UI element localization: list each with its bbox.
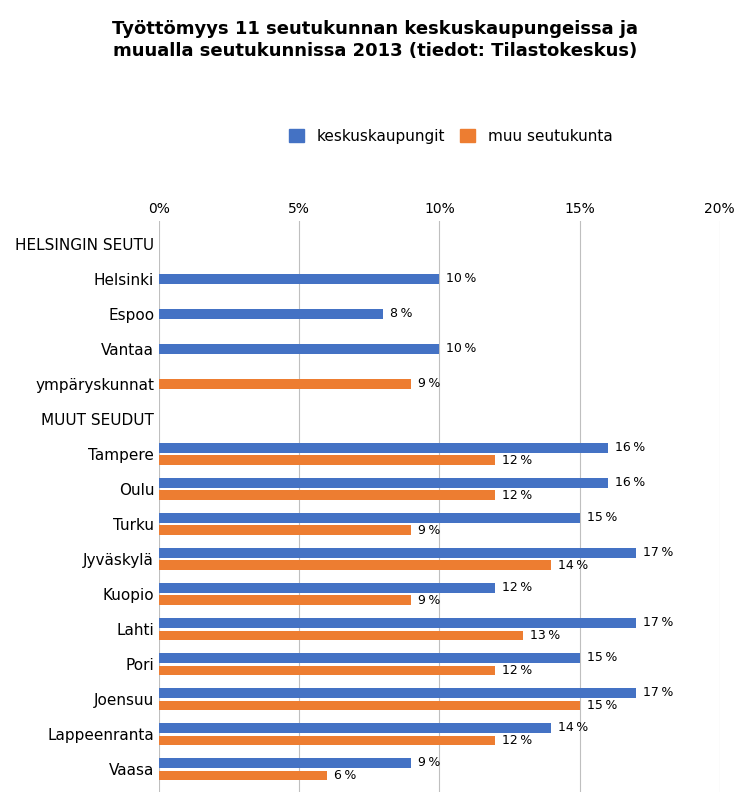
Bar <box>159 512 580 523</box>
Text: 12 %: 12 % <box>503 734 532 747</box>
Bar <box>159 525 411 535</box>
Bar <box>159 583 496 592</box>
Text: 16 %: 16 % <box>614 476 645 489</box>
Text: 14 %: 14 % <box>559 559 589 572</box>
Bar <box>159 274 440 284</box>
Text: 16 %: 16 % <box>614 441 645 454</box>
Text: 13 %: 13 % <box>530 629 561 642</box>
Bar <box>159 596 411 605</box>
Text: 17 %: 17 % <box>643 546 673 559</box>
Bar <box>159 309 383 319</box>
Text: 15 %: 15 % <box>586 699 617 712</box>
Text: 9 %: 9 % <box>419 756 441 769</box>
Text: 12 %: 12 % <box>503 581 532 594</box>
Text: 17 %: 17 % <box>643 687 673 700</box>
Bar <box>159 653 580 663</box>
Text: 12 %: 12 % <box>503 664 532 677</box>
Text: 9 %: 9 % <box>419 524 441 537</box>
Text: 10 %: 10 % <box>446 272 477 286</box>
Text: muualla seutukunnissa 2013 (tiedot: Tilastokeskus): muualla seutukunnissa 2013 (tiedot: Tila… <box>112 42 637 60</box>
Bar <box>159 771 327 780</box>
Text: 14 %: 14 % <box>559 721 589 734</box>
Text: 15 %: 15 % <box>586 651 617 664</box>
Bar <box>159 344 440 353</box>
Bar <box>159 666 496 675</box>
Bar <box>159 688 635 698</box>
Bar <box>159 723 551 733</box>
Bar <box>159 700 580 710</box>
Bar <box>159 478 608 487</box>
Bar <box>159 736 496 746</box>
Bar <box>159 548 635 558</box>
Text: 9 %: 9 % <box>419 594 441 607</box>
Text: Työttömyys 11 seutukunnan keskuskaupungeissa ja: Työttömyys 11 seutukunnan keskuskaupunge… <box>112 20 638 38</box>
Text: 10 %: 10 % <box>446 342 477 355</box>
Text: 6 %: 6 % <box>334 769 356 782</box>
Text: 9 %: 9 % <box>419 378 441 391</box>
Text: 8 %: 8 % <box>390 307 412 320</box>
Bar <box>159 630 524 640</box>
Text: 12 %: 12 % <box>503 489 532 502</box>
Text: 17 %: 17 % <box>643 617 673 629</box>
Legend: keskuskaupungit, muu seutukunta: keskuskaupungit, muu seutukunta <box>289 129 612 144</box>
Bar <box>159 618 635 628</box>
Bar <box>159 455 496 465</box>
Text: 12 %: 12 % <box>503 454 532 466</box>
Bar <box>159 379 411 389</box>
Text: 15 %: 15 % <box>586 511 617 525</box>
Bar <box>159 560 551 571</box>
Bar <box>159 758 411 767</box>
Bar <box>159 491 496 500</box>
Bar <box>159 443 608 453</box>
